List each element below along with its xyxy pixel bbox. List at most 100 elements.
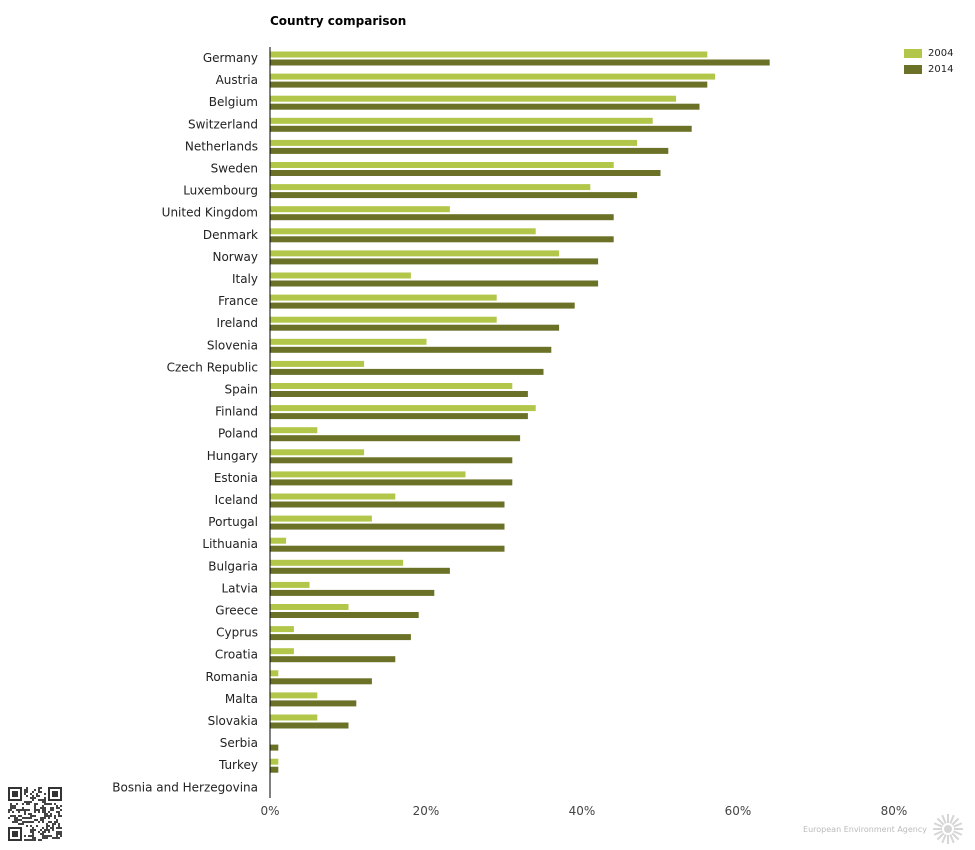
- bar-latvia-2004[interactable]: [270, 581, 310, 588]
- bar-cyprus-2004[interactable]: [270, 626, 294, 633]
- bar-netherlands-2004[interactable]: [270, 139, 638, 146]
- bar-iceland-2004[interactable]: [270, 493, 396, 500]
- category-label-romania: Romania: [206, 670, 258, 684]
- category-label-czech-republic: Czech Republic: [167, 360, 258, 374]
- category-label-latvia: Latvia: [221, 581, 258, 595]
- category-label-serbia: Serbia: [220, 736, 258, 750]
- bar-luxembourg-2014[interactable]: [270, 192, 638, 199]
- category-label-greece: Greece: [215, 604, 258, 618]
- bar-slovakia-2014[interactable]: [270, 722, 349, 729]
- bar-sweden-2004[interactable]: [270, 162, 614, 168]
- bar-finland-2014[interactable]: [270, 413, 528, 420]
- x-tick-label-0: 0%: [260, 804, 279, 818]
- bar-bulgaria-2004[interactable]: [270, 559, 404, 566]
- category-label-norway: Norway: [212, 250, 258, 264]
- category-label-belgium: Belgium: [209, 95, 258, 109]
- chart-title: Country comparison: [270, 14, 407, 28]
- bar-turkey-2004[interactable]: [270, 758, 279, 765]
- bar-austria-2004[interactable]: [270, 73, 716, 80]
- category-label-finland: Finland: [215, 405, 258, 419]
- eea-sun-logo-icon: [933, 814, 963, 844]
- category-label-united-kingdom: United Kingdom: [162, 206, 258, 220]
- bar-serbia-2014[interactable]: [270, 744, 279, 751]
- bar-czech-republic-2004[interactable]: [270, 360, 365, 367]
- category-label-france: France: [218, 294, 258, 308]
- bar-lithuania-2004[interactable]: [270, 537, 287, 544]
- legend: 2004 2014: [904, 45, 953, 77]
- category-label-bosnia-and-herzegovina: Bosnia and Herzegovina: [112, 780, 258, 794]
- bar-greece-2004[interactable]: [270, 604, 349, 610]
- bar-estonia-2014[interactable]: [270, 479, 513, 486]
- bar-latvia-2014[interactable]: [270, 589, 435, 596]
- bar-cyprus-2014[interactable]: [270, 634, 411, 641]
- bar-italy-2014[interactable]: [270, 280, 599, 287]
- bar-italy-2004[interactable]: [270, 272, 411, 279]
- bar-netherlands-2014[interactable]: [270, 147, 669, 154]
- category-label-slovenia: Slovenia: [207, 338, 258, 352]
- category-label-poland: Poland: [218, 427, 258, 441]
- category-label-turkey: Turkey: [218, 758, 258, 772]
- bar-turkey-2014[interactable]: [270, 766, 279, 773]
- bar-romania-2014[interactable]: [270, 678, 372, 685]
- bar-greece-2014[interactable]: [270, 612, 419, 618]
- bar-sweden-2014[interactable]: [270, 170, 661, 176]
- bar-finland-2004[interactable]: [270, 405, 536, 412]
- bar-norway-2004[interactable]: [270, 250, 560, 257]
- bar-switzerland-2004[interactable]: [270, 117, 653, 124]
- legend-swatch-2004: [904, 48, 922, 58]
- bar-austria-2014[interactable]: [270, 81, 708, 88]
- x-tick-label-60: 60%: [725, 804, 752, 818]
- bar-croatia-2004[interactable]: [270, 648, 294, 655]
- bar-luxembourg-2004[interactable]: [270, 184, 591, 191]
- legend-item-2004[interactable]: 2004: [904, 45, 953, 61]
- bar-united-kingdom-2014[interactable]: [270, 214, 614, 221]
- bar-portugal-2014[interactable]: [270, 523, 505, 530]
- bar-spain-2014[interactable]: [270, 391, 528, 397]
- bar-malta-2004[interactable]: [270, 692, 318, 699]
- category-label-hungary: Hungary: [207, 449, 258, 463]
- bar-iceland-2014[interactable]: [270, 501, 505, 508]
- bar-slovenia-2014[interactable]: [270, 346, 552, 353]
- bar-spain-2004[interactable]: [270, 383, 513, 389]
- x-tick-label-40: 40%: [569, 804, 596, 818]
- bar-croatia-2014[interactable]: [270, 656, 396, 663]
- category-label-estonia: Estonia: [214, 471, 258, 485]
- category-label-switzerland: Switzerland: [188, 117, 258, 131]
- legend-label-2014: 2014: [928, 63, 954, 75]
- bar-lithuania-2014[interactable]: [270, 545, 505, 552]
- legend-item-2014[interactable]: 2014: [904, 61, 953, 77]
- bar-hungary-2014[interactable]: [270, 457, 513, 464]
- category-label-sweden: Sweden: [211, 162, 258, 176]
- bar-czech-republic-2014[interactable]: [270, 368, 544, 375]
- bar-germany-2004[interactable]: [270, 51, 708, 58]
- bar-norway-2014[interactable]: [270, 258, 599, 265]
- bar-germany-2014[interactable]: [270, 59, 770, 66]
- bar-portugal-2004[interactable]: [270, 515, 372, 522]
- bar-estonia-2004[interactable]: [270, 471, 466, 478]
- bar-slovakia-2004[interactable]: [270, 714, 318, 721]
- bar-denmark-2004[interactable]: [270, 228, 536, 235]
- bars-layer: [270, 51, 770, 773]
- category-label-netherlands: Netherlands: [185, 139, 258, 153]
- bar-france-2004[interactable]: [270, 294, 497, 301]
- category-label-portugal: Portugal: [208, 515, 258, 529]
- bar-ireland-2004[interactable]: [270, 316, 497, 323]
- bar-france-2014[interactable]: [270, 302, 575, 309]
- bar-poland-2014[interactable]: [270, 435, 521, 442]
- category-label-lithuania: Lithuania: [202, 537, 258, 551]
- bar-denmark-2014[interactable]: [270, 236, 614, 243]
- bar-bulgaria-2014[interactable]: [270, 567, 450, 574]
- bar-malta-2014[interactable]: [270, 700, 357, 707]
- bar-switzerland-2014[interactable]: [270, 125, 692, 132]
- bar-poland-2004[interactable]: [270, 427, 318, 434]
- category-label-bulgaria: Bulgaria: [208, 559, 258, 573]
- bar-hungary-2004[interactable]: [270, 449, 365, 456]
- bar-belgium-2014[interactable]: [270, 103, 700, 110]
- bar-united-kingdom-2004[interactable]: [270, 206, 450, 213]
- bar-belgium-2004[interactable]: [270, 95, 677, 102]
- bar-ireland-2014[interactable]: [270, 324, 560, 331]
- category-label-luxembourg: Luxembourg: [183, 184, 258, 198]
- bar-slovenia-2004[interactable]: [270, 338, 427, 345]
- bar-romania-2004[interactable]: [270, 670, 279, 677]
- category-labels: Germany Austria Belgium Switzerland Netherla…: [112, 51, 258, 794]
